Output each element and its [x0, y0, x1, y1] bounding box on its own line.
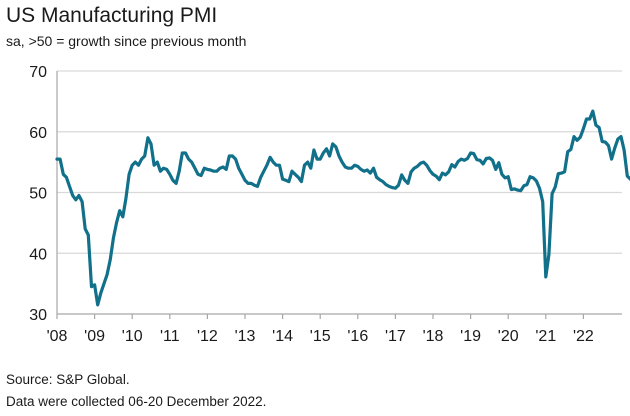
source-note: Source: S&P Global.: [6, 372, 130, 387]
x-tick-label: '18: [423, 328, 444, 345]
x-tick-label: '21: [535, 328, 556, 345]
x-tick-label: '11: [160, 328, 180, 345]
x-tick-label: '13: [235, 328, 256, 345]
y-tick-label: 40: [29, 246, 47, 263]
x-tick-label: '09: [84, 328, 105, 345]
x-tick-label: '14: [272, 328, 293, 345]
y-tick-label: 30: [29, 307, 47, 324]
y-tick-label: 50: [29, 186, 47, 203]
collection-note: Data were collected 06-20 December 2022.: [6, 394, 267, 409]
x-tick-label: '12: [197, 328, 218, 345]
y-tick-label: 70: [29, 64, 47, 81]
x-tick-label: '17: [385, 328, 406, 345]
x-tick-label: '10: [122, 328, 143, 345]
x-tick-label: '08: [47, 328, 68, 345]
y-tick-label: 60: [29, 125, 47, 142]
x-tick-label: '22: [573, 328, 594, 345]
chart-subtitle: sa, >50 = growth since previous month: [6, 33, 247, 49]
x-tick-label: '20: [498, 328, 519, 345]
x-tick-label: '19: [460, 328, 481, 345]
x-tick-label: '16: [347, 328, 368, 345]
x-tick-label: '15: [310, 328, 331, 345]
chart-title: US Manufacturing PMI: [6, 4, 218, 27]
pmi-series-line: [55, 109, 630, 307]
